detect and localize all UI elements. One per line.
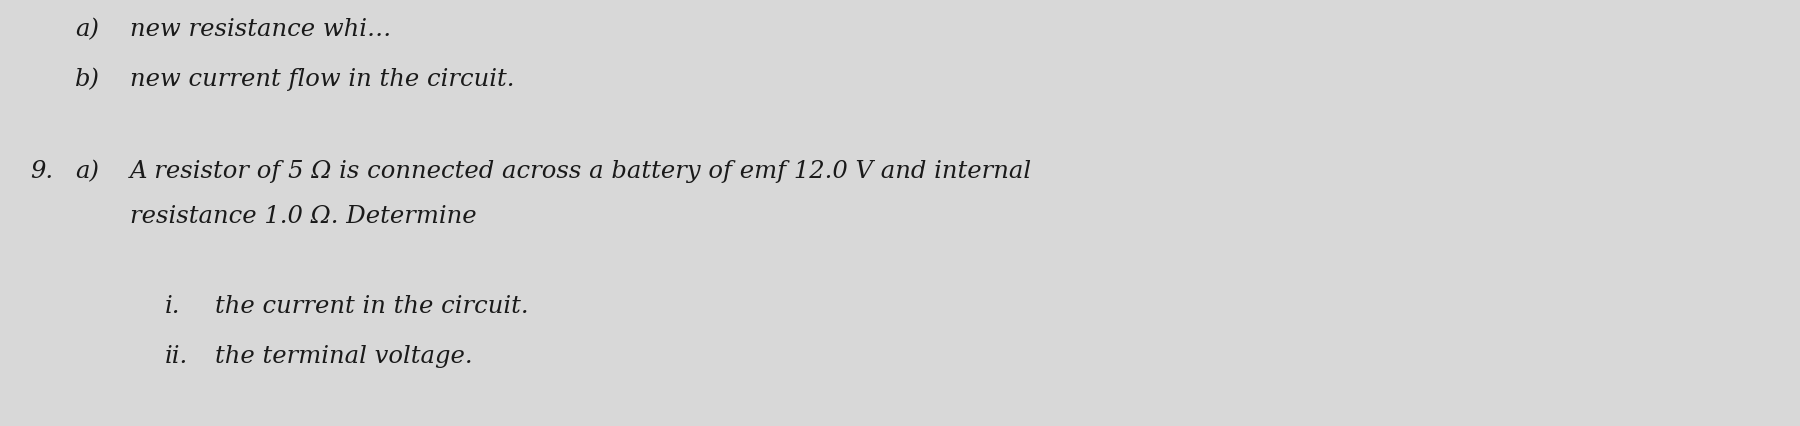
- Text: A resistor of 5 Ω is connected across a battery of emf 12.0 V and internal: A resistor of 5 Ω is connected across a …: [130, 160, 1031, 183]
- Text: a): a): [76, 160, 99, 183]
- Text: 9.: 9.: [31, 160, 54, 183]
- Text: resistance 1.0 Ω. Determine: resistance 1.0 Ω. Determine: [130, 205, 477, 228]
- Text: the current in the circuit.: the current in the circuit.: [214, 295, 529, 318]
- Text: i.: i.: [166, 295, 180, 318]
- Text: b): b): [76, 68, 101, 91]
- Text: the terminal voltage.: the terminal voltage.: [214, 345, 473, 368]
- Text: a): a): [76, 18, 99, 41]
- Text: ii.: ii.: [166, 345, 189, 368]
- Text: new current flow in the circuit.: new current flow in the circuit.: [130, 68, 515, 91]
- Text: new resistance whi…: new resistance whi…: [130, 18, 391, 41]
